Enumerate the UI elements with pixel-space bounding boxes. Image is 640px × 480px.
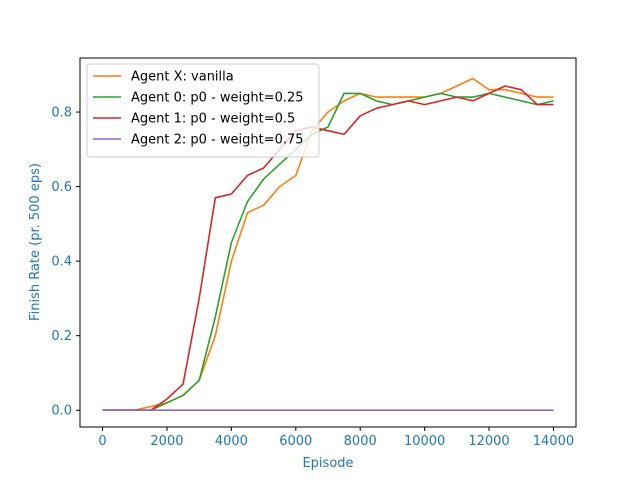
y-tick-label: 0.8 [51, 106, 72, 121]
x-tick-label: 12000 [468, 434, 509, 449]
y-tick-label: 0.0 [51, 404, 72, 419]
legend-label-3: Agent 2: p0 - weight=0.75 [131, 133, 304, 148]
legend-label-0: Agent X: vanilla [131, 70, 234, 85]
y-tick-label: 0.6 [51, 180, 72, 195]
series-line-2 [102, 85, 554, 412]
x-axis-ticks: 0 2000 4000 6000 8000 10000 12000 14000 [98, 427, 574, 449]
plot-frame [79, 57, 577, 428]
y-axis-ticks: 0.0 0.2 0.4 0.6 0.8 [51, 106, 80, 419]
legend-label-2: Agent 1: p0 - weight=0.5 [131, 112, 295, 127]
series-line-1 [102, 92, 554, 412]
x-axis-label: Episode [302, 456, 353, 471]
series-layer [102, 77, 554, 412]
x-tick-label: 8000 [344, 434, 377, 449]
x-tick-label: 6000 [279, 434, 312, 449]
x-tick-label: 2000 [150, 434, 183, 449]
y-tick-label: 0.4 [51, 255, 72, 270]
legend-box [86, 63, 320, 158]
y-axis-label: Finish Rate (pr. 500 eps) [28, 163, 43, 321]
legend-label-1: Agent 0: p0 - weight=0.25 [131, 91, 304, 106]
x-tick-label: 10000 [404, 434, 445, 449]
x-tick-label: 14000 [533, 434, 574, 449]
legend: Agent X: vanilla Agent 0: p0 - weight=0.2… [86, 63, 320, 158]
x-tick-label: 0 [98, 434, 106, 449]
x-tick-label: 4000 [215, 434, 248, 449]
y-tick-label: 0.2 [51, 329, 72, 344]
